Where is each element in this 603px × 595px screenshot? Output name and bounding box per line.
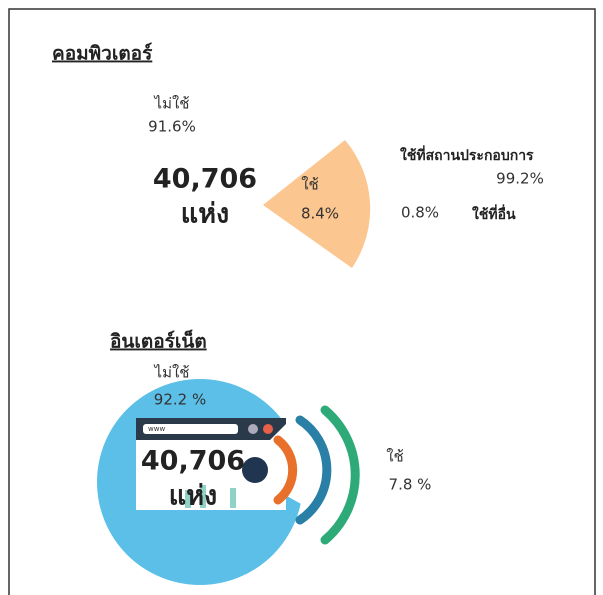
value: 7.8 % xyxy=(389,476,432,494)
frame xyxy=(8,8,596,595)
wifi-arc xyxy=(273,435,298,505)
label: ไม่ใช้ xyxy=(154,364,190,382)
wedge xyxy=(263,140,371,268)
section-title: คอมพิวเตอร์ xyxy=(52,43,153,65)
wifi-backdrop xyxy=(240,410,330,520)
label: ใช้ xyxy=(301,176,319,194)
address-text: www xyxy=(148,425,165,433)
section-title: อินเตอร์เน็ต xyxy=(110,329,207,353)
total-number: 40,706 xyxy=(153,164,257,195)
label: ใช้ xyxy=(386,448,404,466)
value: 0.8% xyxy=(401,204,439,222)
label: ใช้ที่อื่น xyxy=(472,204,516,223)
bar-icon xyxy=(200,485,206,508)
wifi-arc xyxy=(295,415,332,525)
bar-icon xyxy=(185,490,191,508)
wifi-dot xyxy=(242,457,268,483)
total-unit: แห่ง xyxy=(169,481,217,512)
bar-icon xyxy=(230,488,236,508)
label: ไม่ใช้ xyxy=(154,95,190,113)
value: 91.6% xyxy=(148,118,196,136)
address-bar xyxy=(143,424,238,434)
label: ใช้ที่สถานประกอบการ xyxy=(400,145,534,164)
browser-button xyxy=(248,424,258,434)
value: 99.2% xyxy=(496,170,544,188)
wifi-arc xyxy=(320,405,360,545)
total-number: 40,706 xyxy=(141,446,245,477)
browser-button xyxy=(263,424,273,434)
total-unit: แห่ง xyxy=(181,199,229,230)
value: 8.4% xyxy=(301,205,339,223)
value: 92.2 % xyxy=(154,391,206,409)
